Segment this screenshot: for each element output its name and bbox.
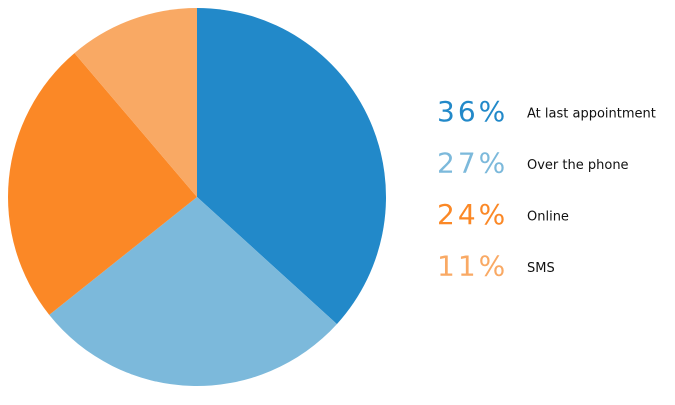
pie-slice [49, 197, 337, 387]
pie-slice [8, 53, 198, 315]
legend-label: SMS [527, 261, 555, 276]
legend-value: 36% [437, 95, 508, 128]
legend-value: 24% [437, 198, 508, 231]
legend-label: Over the phone [527, 158, 629, 173]
legend-value: 11% [437, 250, 508, 283]
legend-value: 27% [437, 147, 508, 180]
pie-slice [74, 8, 197, 197]
pie-slice [197, 8, 387, 325]
legend-label: Online [527, 210, 569, 225]
legend-label: At last appointment [527, 107, 656, 122]
